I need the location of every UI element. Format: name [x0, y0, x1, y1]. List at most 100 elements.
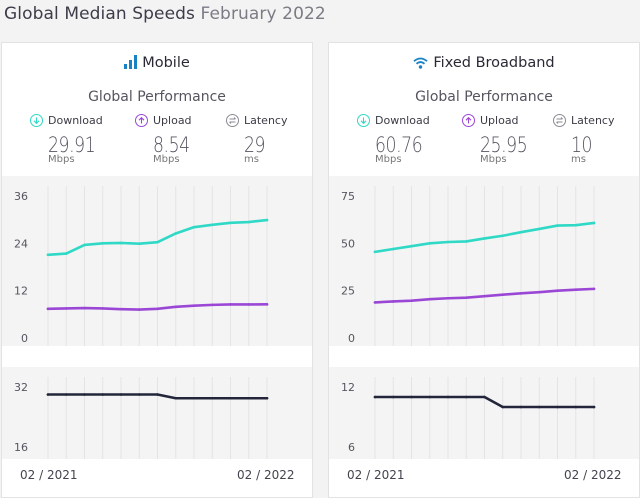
data-point-download [46, 253, 50, 257]
card-title: Mobile [2, 55, 312, 73]
download-unit: Mbps [375, 154, 402, 165]
download-metric: Download 29.91 Mbps [30, 114, 120, 165]
page-title: Global Median Speeds February 2022 [4, 4, 326, 24]
upload-unit: Mbps [480, 154, 507, 165]
mobile-card: Mobile Global Performance Download 29.91… [1, 42, 313, 498]
y-tick-label: 12 [14, 285, 28, 298]
data-point-download [446, 240, 450, 244]
data-point-upload [119, 307, 123, 311]
latency-unit: ms [244, 154, 259, 165]
data-point-upload [483, 294, 486, 298]
signal-bars-icon [124, 55, 138, 73]
data-point-latency [519, 405, 523, 409]
y-tick-label: 12 [341, 381, 355, 394]
data-point-upload [519, 292, 523, 295]
data-point-download [483, 237, 486, 240]
data-point-latency [537, 405, 541, 409]
data-point-latency [210, 396, 214, 400]
upload-value: 8.54 [153, 133, 190, 157]
x-end-label: 02 / 2022 [237, 468, 295, 482]
fixed-latency-chart-svg: 0612 [341, 377, 596, 459]
data-point-latency [156, 393, 159, 396]
latency-label: Latency [571, 114, 615, 127]
data-point-latency [574, 405, 578, 409]
data-point-upload [556, 289, 559, 292]
mobile-speed-chart-svg: 0 12 24 36 [14, 186, 269, 346]
data-point-download [519, 230, 523, 234]
data-point-download [574, 223, 578, 227]
download-label: Download [48, 114, 103, 127]
data-point-upload [229, 303, 232, 306]
page-title-date: February 2022 [200, 4, 326, 24]
page-title-text: Global Median Speeds [4, 4, 196, 24]
data-point-upload [592, 287, 596, 291]
data-point-latency [265, 396, 269, 400]
download-value: 60.76 [375, 133, 423, 157]
upload-label: Upload [480, 114, 519, 127]
data-point-upload [391, 300, 395, 303]
data-point-download [464, 240, 468, 243]
data-point-latency [247, 396, 251, 400]
data-point-download [537, 227, 541, 231]
data-point-upload [373, 301, 377, 304]
y-tick-label: 16 [14, 441, 28, 454]
upload-metric: Upload 8.54 Mbps [135, 114, 225, 165]
y-tick-label: 32 [14, 381, 28, 394]
data-point-upload [64, 307, 68, 310]
data-point-download [174, 232, 178, 235]
upload-metric: Upload 25.95 Mbps [462, 114, 552, 165]
latency-value: 29 [244, 133, 266, 157]
data-point-upload [46, 307, 50, 311]
data-point-download [247, 220, 251, 224]
data-point-latency [229, 396, 232, 400]
y-tick-label: 50 [341, 237, 355, 250]
data-point-download [210, 223, 214, 227]
latency-value: 10 [571, 133, 593, 157]
data-point-upload [446, 296, 450, 300]
data-point-download [391, 247, 395, 251]
download-value: 29.91 [48, 133, 96, 157]
data-point-download [501, 234, 505, 238]
download-unit: Mbps [48, 154, 75, 165]
data-point-download [192, 225, 196, 229]
fixed-broadband-card: Fixed Broadband Global Performance Downl… [328, 42, 640, 498]
data-point-upload [210, 303, 214, 307]
data-point-download [428, 242, 432, 245]
x-end-label: 02 / 2022 [564, 468, 622, 482]
data-point-latency [119, 393, 123, 396]
latency-metric: Latency 10 ms [553, 114, 640, 165]
data-point-download [101, 242, 105, 245]
data-point-latency [192, 396, 196, 400]
latency-metric: Latency 29 ms [226, 114, 316, 165]
data-point-upload [83, 306, 86, 310]
y-tick-label: 24 [14, 237, 28, 250]
data-point-upload [101, 307, 105, 310]
data-point-upload [410, 299, 413, 303]
data-point-upload [537, 290, 541, 294]
card-subtitle: Global Performance [88, 89, 226, 105]
data-point-latency [428, 395, 432, 399]
download-arrow-icon [357, 114, 370, 127]
data-point-latency [391, 395, 395, 399]
data-point-download [410, 244, 413, 248]
data-point-download [119, 241, 123, 245]
data-point-download [156, 240, 159, 244]
mobile-latency-chart-svg: 01632 [14, 377, 269, 459]
data-point-latency [46, 393, 50, 396]
data-point-download [556, 224, 559, 227]
data-point-latency [464, 395, 468, 399]
data-point-latency [556, 405, 559, 409]
latency-label: Latency [244, 114, 288, 127]
latency-unit: ms [571, 154, 586, 165]
fixed-speed-chart-svg: 0 25 50 75 [341, 186, 596, 346]
card-title-text: Mobile [142, 55, 190, 71]
download-label: Download [375, 114, 430, 127]
fixed-speed-chart: 0 25 50 75 [329, 176, 639, 346]
latency-icon [553, 114, 566, 127]
data-point-latency [101, 393, 105, 396]
x-start-label: 02 / 2021 [347, 468, 405, 482]
data-point-download [229, 221, 232, 225]
y-tick-label: 25 [341, 285, 355, 298]
download-arrow-icon [30, 114, 43, 127]
mobile-speed-chart: 0 12 24 36 [2, 176, 312, 346]
